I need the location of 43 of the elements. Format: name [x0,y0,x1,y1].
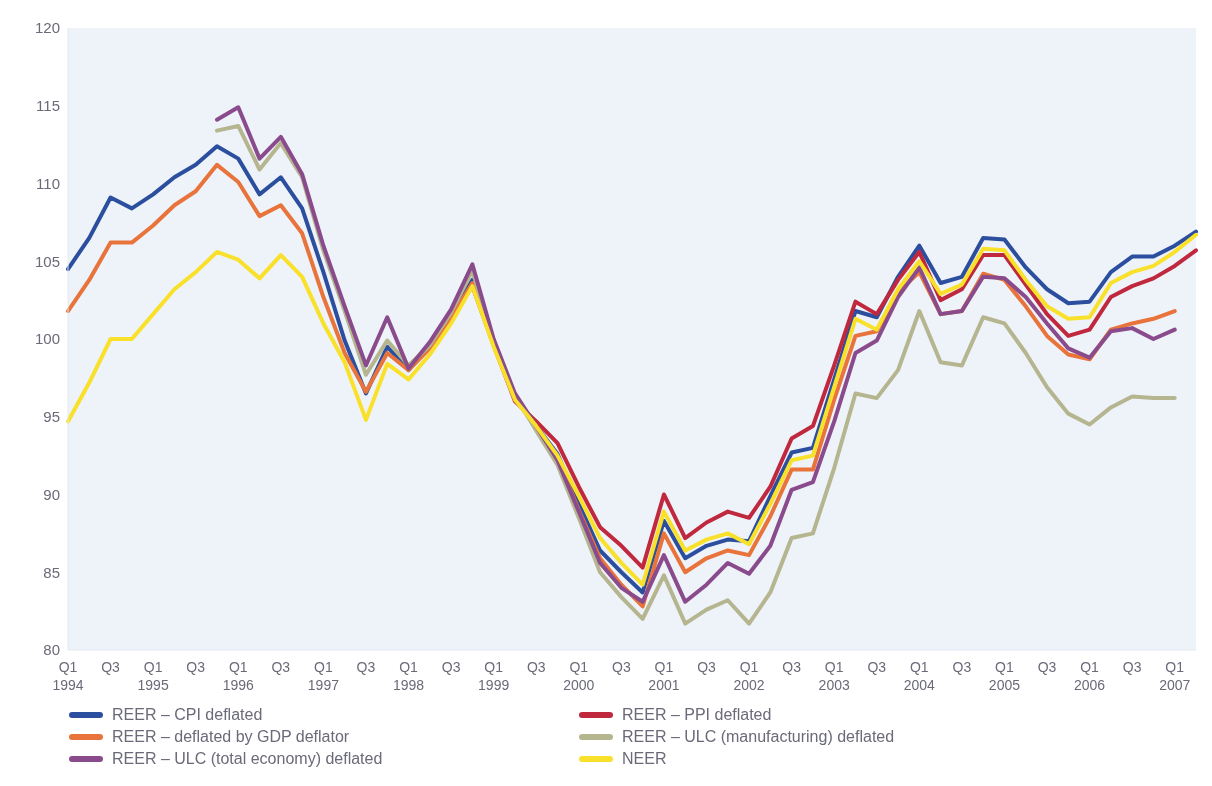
y-tick-label: 95 [43,408,60,426]
x-tick-label: Q3 [697,659,717,675]
legend-label: REER – CPI deflated [112,706,263,724]
legend-label: REER – ULC (total economy) deflated [112,750,383,768]
x-tick-label: Q1 1994 [52,659,84,693]
x-tick-label: Q1 1997 [307,659,340,693]
x-tick-label: Q1 2004 [903,659,936,693]
x-tick-label: Q1 2000 [563,659,595,693]
x-tick-label: Q3 [1037,659,1057,675]
x-tick-label: Q1 2007 [1159,659,1191,693]
x-tick-label: Q3 [271,659,291,675]
line-series [66,232,1198,587]
y-tick-label: 115 [36,97,60,115]
y-tick-label: 120 [34,19,60,37]
x-tick-label: Q1 2006 [1074,659,1106,693]
y-tick-label: 85 [43,563,60,581]
x-tick-label: Q3 [952,659,972,675]
y-tick-label: 105 [34,252,60,270]
legend-label: REER – PPI deflated [622,706,772,724]
x-tick-label: Q3 [441,659,461,675]
legend-label: REER – ULC (manufacturing) deflated [622,728,895,746]
x-tick-label: Q3 [101,659,121,675]
x-tick-label: Q3 [612,659,631,675]
x-tick-label: Q3 [867,659,887,675]
legend-label: NEER [622,750,667,768]
y-tick-label: 110 [36,174,60,192]
x-tick-label: Q3 [356,659,376,675]
x-tick-label: Q1 1999 [478,659,510,693]
y-tick-label: 100 [34,330,60,348]
x-tick-label: Q3 [526,659,546,675]
x-tick-label: Q1 1995 [137,659,169,693]
x-tick-label: Q1 2001 [648,659,680,693]
x-tick-label: Q3 [1122,659,1142,675]
x-tick-label: Q3 [186,659,206,675]
x-tick-label: Q1 1996 [222,659,255,693]
x-tick-label: Q1 1998 [392,659,425,693]
x-tick-label: Q1 2005 [988,659,1021,693]
y-tick-label: 80 [43,641,60,659]
x-tick-label: Q1 2002 [733,659,765,693]
x-tick-label: Q3 [782,659,802,675]
y-tick-label: 90 [43,485,60,503]
legend-label: REER – deflated by GDP deflator [112,728,350,746]
x-tick-label: Q1 2003 [818,659,850,693]
